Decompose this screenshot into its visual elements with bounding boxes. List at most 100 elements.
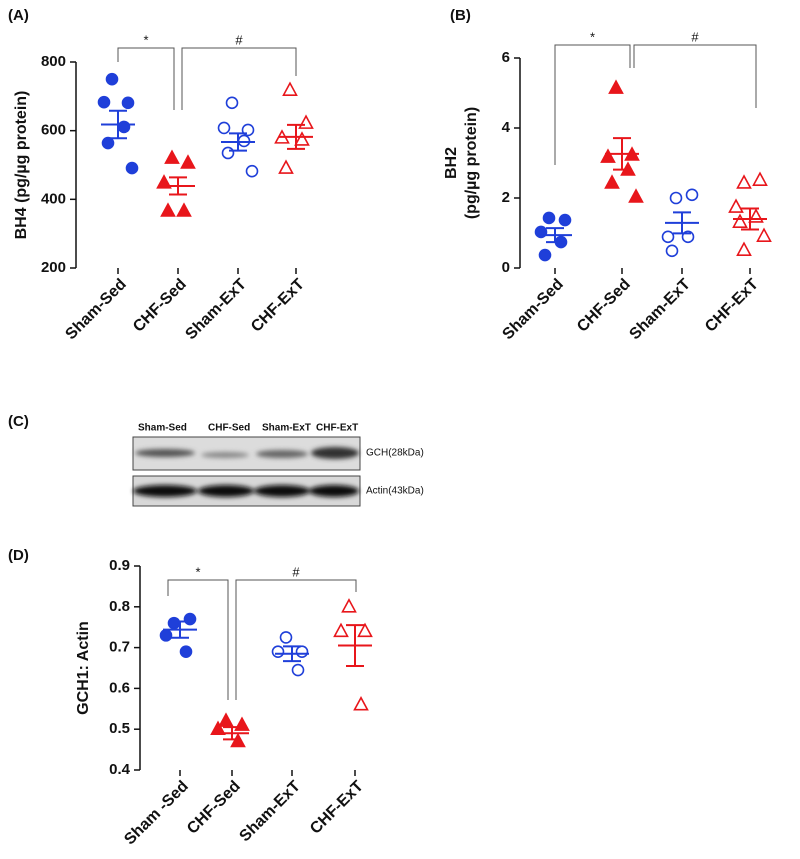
y-tick-label: 600 — [41, 122, 66, 139]
lane-label: CHF-Sed — [208, 423, 250, 434]
data-point — [748, 208, 764, 223]
data-point — [538, 248, 552, 262]
data-point — [225, 96, 239, 110]
y-axis-label: (pg/µg protein) — [463, 107, 480, 219]
data-point — [291, 663, 305, 677]
data-point — [230, 732, 246, 748]
data-point — [732, 213, 748, 228]
x-tick-label: Sham-ExT — [626, 276, 694, 344]
lane-label: CHF-ExT — [316, 423, 358, 434]
x-tick-label: Sham-ExT — [182, 276, 250, 344]
significance-bracket — [554, 44, 631, 165]
y-tick-label: 0.5 — [109, 720, 130, 737]
x-tick-label: CHF-Sed — [130, 276, 190, 336]
data-point — [357, 622, 373, 638]
x-tick-label: Sham-ExT — [236, 778, 304, 846]
data-point — [217, 121, 231, 135]
data-point — [101, 136, 115, 150]
data-point — [221, 146, 235, 160]
significance-label: # — [292, 564, 300, 579]
significance-label: * — [143, 32, 148, 47]
data-point — [756, 227, 772, 242]
data-point — [736, 174, 752, 189]
data-point — [105, 72, 119, 86]
error-bar — [287, 123, 305, 150]
y-tick-label: 0.7 — [109, 639, 130, 656]
error-bar — [223, 726, 241, 741]
significance-bracket — [167, 579, 229, 700]
data-point — [156, 174, 172, 189]
bands — [133, 447, 359, 497]
data-point — [237, 134, 251, 148]
y-tick-label: 0.9 — [109, 557, 130, 574]
y-tick-label: 0.8 — [109, 598, 130, 615]
y-tick-label: 0.6 — [109, 679, 130, 696]
data-point — [669, 191, 683, 205]
x-tick-label: Sham-Sed — [62, 276, 129, 343]
lane-label: Sham-Sed — [138, 423, 187, 434]
data-point — [282, 81, 298, 96]
y-axis-label: BH4 (pg/µg protein) — [13, 91, 30, 240]
lane-label: Sham-ExT — [262, 423, 311, 434]
significance-label: * — [590, 29, 595, 44]
data-point — [298, 114, 314, 129]
y-tick-label: 0 — [502, 259, 510, 276]
y-tick-label: 0.4 — [109, 761, 131, 778]
y-axis-label: BH2 — [443, 147, 460, 179]
data-point — [167, 616, 181, 630]
significance-bracket — [235, 579, 357, 700]
data-point — [234, 716, 250, 731]
panel-label: (C) — [8, 413, 29, 430]
data-point — [294, 131, 310, 146]
data-point — [117, 120, 131, 134]
row-label: GCH(28kDa) — [366, 448, 424, 459]
data-point — [218, 712, 234, 727]
data-point — [121, 96, 135, 110]
data-point — [271, 645, 285, 658]
x-tick-label: CHF-ExT — [307, 778, 367, 838]
data-point — [279, 631, 293, 644]
error-bar — [673, 211, 691, 235]
error-bar — [283, 645, 301, 663]
significance-label: # — [235, 32, 243, 47]
data-point — [542, 211, 556, 225]
data-point — [341, 598, 357, 613]
y-tick-label: 4 — [502, 119, 511, 136]
data-point — [661, 230, 675, 244]
error-bar — [171, 620, 189, 639]
error-bar — [169, 176, 187, 196]
x-tick-label: Sham-Sed — [499, 276, 566, 343]
significance-bracket — [117, 47, 175, 110]
data-point — [160, 202, 176, 217]
x-tick-label: CHF-ExT — [248, 276, 308, 336]
data-point — [665, 244, 679, 258]
data-point — [333, 622, 349, 638]
y-tick-label: 800 — [41, 53, 66, 70]
y-axis-label: GCH1: Actin — [75, 621, 92, 715]
blot-panel: (C) Sham-Sed CHF-Sed Sham-ExT CHF-ExT GC… — [8, 413, 424, 507]
data-point — [183, 612, 197, 626]
data-point — [752, 171, 768, 186]
row-label: Actin(43kDa) — [366, 486, 424, 497]
data-point — [159, 629, 173, 642]
x-tick-label: CHF-ExT — [702, 276, 762, 336]
error-bar — [741, 207, 759, 231]
significance-label: # — [691, 29, 699, 44]
y-tick-label: 2 — [502, 189, 510, 206]
data-point — [125, 161, 139, 175]
data-point — [353, 696, 369, 711]
data-point — [176, 202, 192, 217]
y-tick-label: 200 — [41, 259, 66, 276]
data-point — [608, 79, 624, 94]
panel-label: (D) — [8, 547, 29, 564]
data-point — [736, 241, 752, 256]
data-point — [604, 174, 620, 189]
x-tick-label: CHF-Sed — [574, 276, 634, 336]
error-bar — [546, 227, 564, 244]
significance-bracket — [181, 47, 297, 110]
data-point — [164, 149, 180, 164]
y-tick-label: 6 — [502, 49, 510, 66]
data-point — [728, 198, 744, 213]
error-bar — [109, 109, 127, 140]
x-tick-label: Sham -Sed — [121, 778, 192, 849]
